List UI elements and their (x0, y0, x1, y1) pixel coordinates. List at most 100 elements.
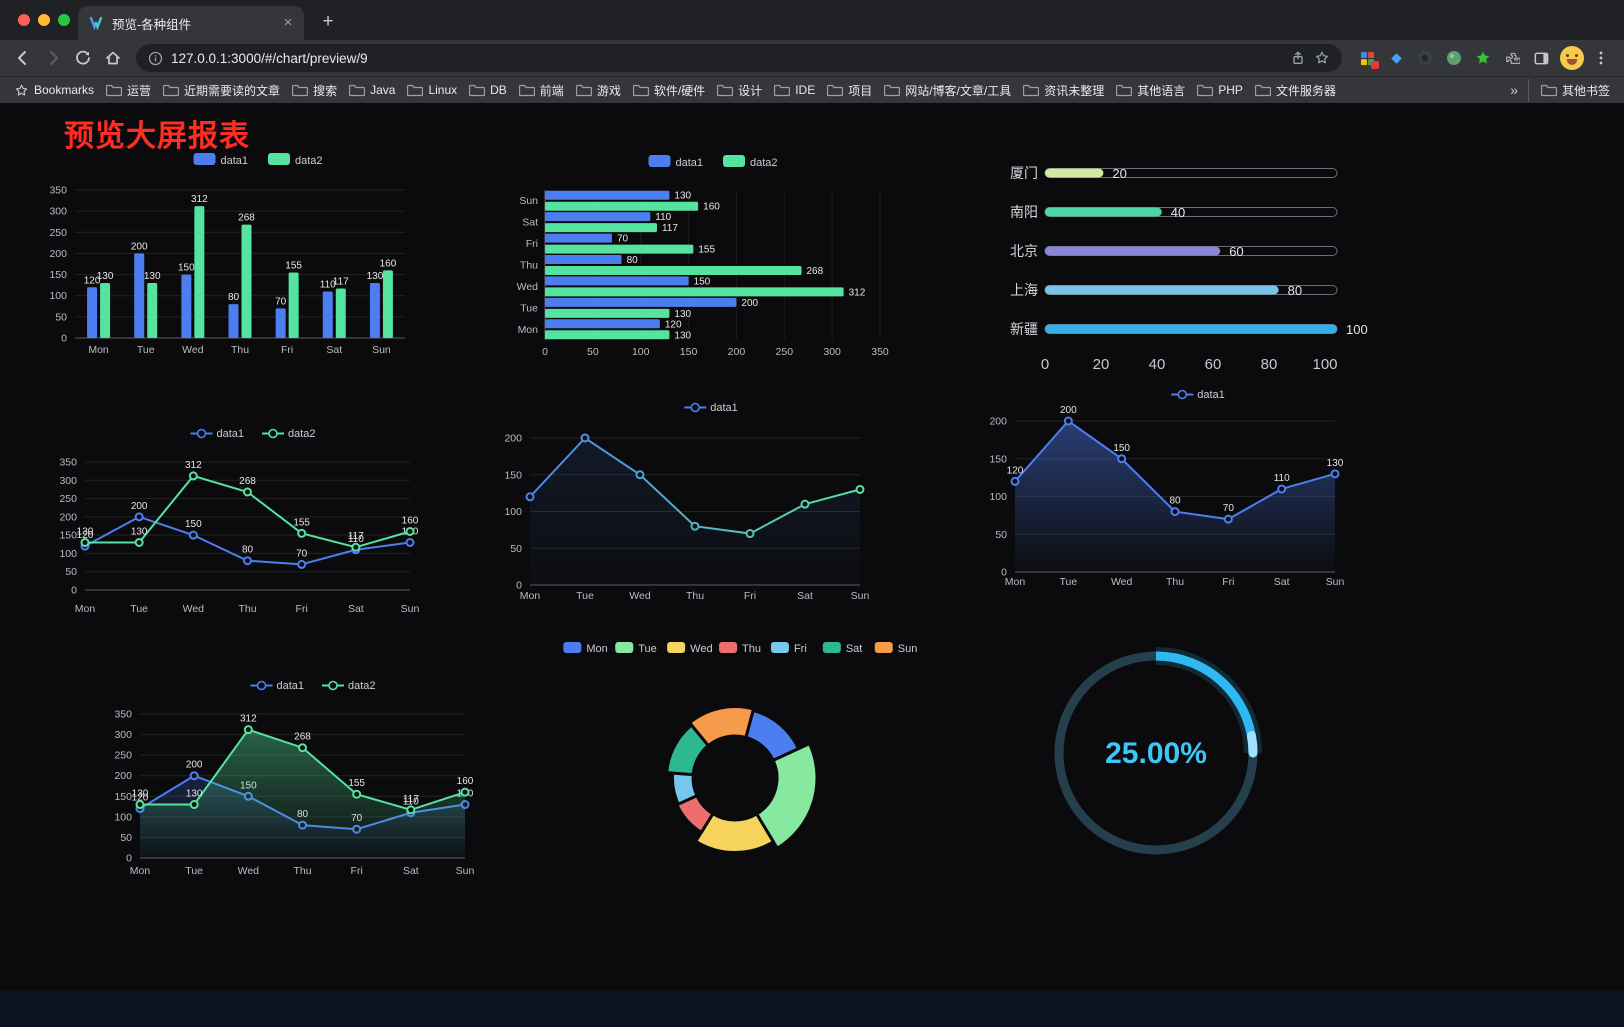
bookmark-folder[interactable]: 近期需要读的文章 (157, 79, 286, 102)
svg-text:120: 120 (132, 793, 149, 804)
bookmark-folder[interactable]: 前端 (513, 79, 570, 102)
reload-button[interactable] (70, 45, 96, 71)
folder-icon (1023, 84, 1040, 97)
svg-text:Thu: Thu (231, 344, 249, 356)
tab-close-icon[interactable]: × (283, 14, 293, 31)
folder-icon (407, 84, 424, 97)
bookmark-folder[interactable]: 搜索 (286, 79, 343, 102)
address-bar[interactable]: 127.0.0.1:3000/#/chart/preview/9 (136, 44, 1342, 72)
close-window-button[interactable] (18, 14, 30, 26)
tab-title: 预览-各种组件 (112, 17, 192, 32)
bookmark-folder[interactable]: Java (343, 79, 401, 102)
bookmark-folder[interactable]: 设计 (711, 79, 768, 102)
svg-text:130: 130 (132, 789, 149, 800)
svg-text:Sat: Sat (403, 865, 419, 877)
bookmark-folder[interactable]: 项目 (821, 79, 878, 102)
svg-text:0: 0 (1001, 567, 1007, 579)
svg-text:100: 100 (1312, 356, 1337, 373)
site-info-icon[interactable] (148, 51, 163, 66)
extension-grid-icon[interactable] (1358, 49, 1379, 69)
folder-icon (717, 84, 734, 97)
svg-text:150: 150 (1113, 443, 1130, 454)
share-icon[interactable] (1290, 50, 1306, 66)
svg-text:350: 350 (871, 346, 889, 358)
bookmark-folder[interactable]: DB (463, 79, 513, 102)
svg-text:Mon: Mon (1005, 576, 1026, 588)
svg-text:250: 250 (776, 346, 794, 358)
chart-progress-bars[interactable]: 厦门 20 南阳 40 北京 60 上海 80 新疆 100 0 20 40 60 80 100 (1000, 150, 1420, 390)
bookmark-folder[interactable]: 文件服务器 (1249, 79, 1342, 102)
chart-horizontal-bar[interactable]: 0 50 100 150 200 250 300 350 Mon 120 130 Tue 200 130 W… (500, 150, 930, 370)
svg-text:60: 60 (1205, 356, 1222, 373)
svg-text:110: 110 (655, 212, 671, 223)
chart-line-area[interactable]: 0 50 100 150 200 Mon Tue Wed Thu Fri Sat Sun 120 200 1… (985, 382, 1415, 602)
chart-grouped-bar[interactable]: 0 50 100 150 200 250 300 350 Mon 120 130 Tue 200 130 W… (40, 150, 480, 370)
svg-text:80: 80 (627, 255, 639, 266)
url-text[interactable]: 127.0.0.1:3000/#/chart/preview/9 (171, 50, 368, 66)
bookmark-folder[interactable]: 游戏 (570, 79, 627, 102)
extensions-puzzle-icon[interactable] (1503, 49, 1521, 67)
other-bookmarks[interactable]: 其他书签 (1535, 79, 1616, 102)
chart-gauge[interactable]: 25.00% (1026, 623, 1286, 888)
folder-icon (1197, 84, 1214, 97)
chart-donut[interactable]: Mon Tue Wed Thu Fri Sat Sun (525, 630, 955, 885)
svg-text:0: 0 (71, 585, 77, 597)
home-button[interactable] (100, 45, 126, 71)
bookmark-star-icon[interactable] (1314, 50, 1330, 66)
svg-text:data2: data2 (288, 428, 316, 440)
svg-text:160: 160 (380, 258, 397, 269)
chart-line-area-two-series[interactable]: 0 50 100 150 200 250 300 350 Mon Tue Wed Thu Fri Sat S… (95, 672, 535, 892)
svg-text:Fri: Fri (526, 238, 538, 250)
chart-line-gradient[interactable]: 0 50 100 150 200 Mon Tue Wed Thu Fri Sat Sun data1 (498, 392, 928, 612)
bookmark-folder[interactable]: 运营 (100, 79, 157, 102)
svg-text:117: 117 (662, 223, 678, 234)
zoom-window-button[interactable] (58, 14, 70, 26)
svg-text:Fri: Fri (744, 590, 756, 602)
svg-text:200: 200 (741, 298, 758, 309)
svg-text:160: 160 (457, 776, 474, 787)
browser-window: 预览-各种组件 × + 127.0.0.1:3000/#/chart/previ… (0, 0, 1624, 103)
svg-text:Wed: Wed (183, 603, 205, 615)
extension-green-circle-icon[interactable] (1445, 49, 1463, 67)
side-panel-icon[interactable] (1532, 49, 1550, 67)
folder-icon (884, 84, 901, 97)
svg-text:130: 130 (674, 309, 691, 320)
profile-avatar[interactable] (1560, 46, 1584, 70)
chart-line-two-series[interactable]: 0 50 100 150 200 250 300 350 Mon Tue Wed Thu Fri Sat S… (40, 420, 470, 640)
svg-text:Tue: Tue (520, 302, 538, 314)
minimize-window-button[interactable] (38, 14, 50, 26)
bookmark-folder[interactable]: 资讯未整理 (1017, 79, 1110, 102)
svg-text:Sun: Sun (851, 590, 870, 602)
folder-icon (575, 84, 592, 97)
forward-button[interactable] (40, 45, 66, 71)
svg-text:Thu: Thu (520, 260, 538, 272)
bookmark-folder[interactable]: 软件/硬件 (627, 79, 711, 102)
bookmark-folder[interactable]: IDE (768, 79, 821, 102)
new-tab-button[interactable]: + (322, 11, 334, 32)
svg-text:0: 0 (1041, 356, 1049, 373)
svg-text:155: 155 (698, 245, 715, 256)
svg-text:200: 200 (131, 501, 148, 512)
svg-text:50: 50 (510, 543, 522, 555)
svg-text:Sat: Sat (797, 590, 813, 602)
back-button[interactable] (10, 45, 36, 71)
svg-text:110: 110 (320, 279, 336, 290)
svg-text:data1: data1 (217, 428, 245, 440)
bookmarks-overflow-chevron[interactable]: » (1510, 82, 1518, 98)
svg-text:350: 350 (49, 185, 67, 197)
extension-star-icon[interactable] (1474, 49, 1492, 67)
svg-text:25.00%: 25.00% (1105, 737, 1207, 770)
svg-text:100: 100 (989, 491, 1007, 503)
page-title: 预览大屏报表 (64, 120, 250, 153)
bookmarks-root[interactable]: Bookmarks (8, 80, 100, 101)
extension-dark-circle-icon[interactable] (1416, 49, 1434, 67)
bookmark-folder[interactable]: PHP (1191, 79, 1249, 102)
svg-text:110: 110 (348, 534, 364, 545)
bookmark-folder[interactable]: Linux (401, 79, 463, 102)
bookmark-folder[interactable]: 网站/博客/文章/工具 (878, 79, 1017, 102)
bookmarks-root-label: Bookmarks (34, 83, 95, 97)
browser-tab[interactable]: 预览-各种组件 × (78, 6, 304, 40)
menu-icon[interactable] (1588, 45, 1614, 71)
extension-diamond-icon[interactable] (1387, 49, 1405, 67)
bookmark-folder[interactable]: 其他语言 (1110, 79, 1191, 102)
